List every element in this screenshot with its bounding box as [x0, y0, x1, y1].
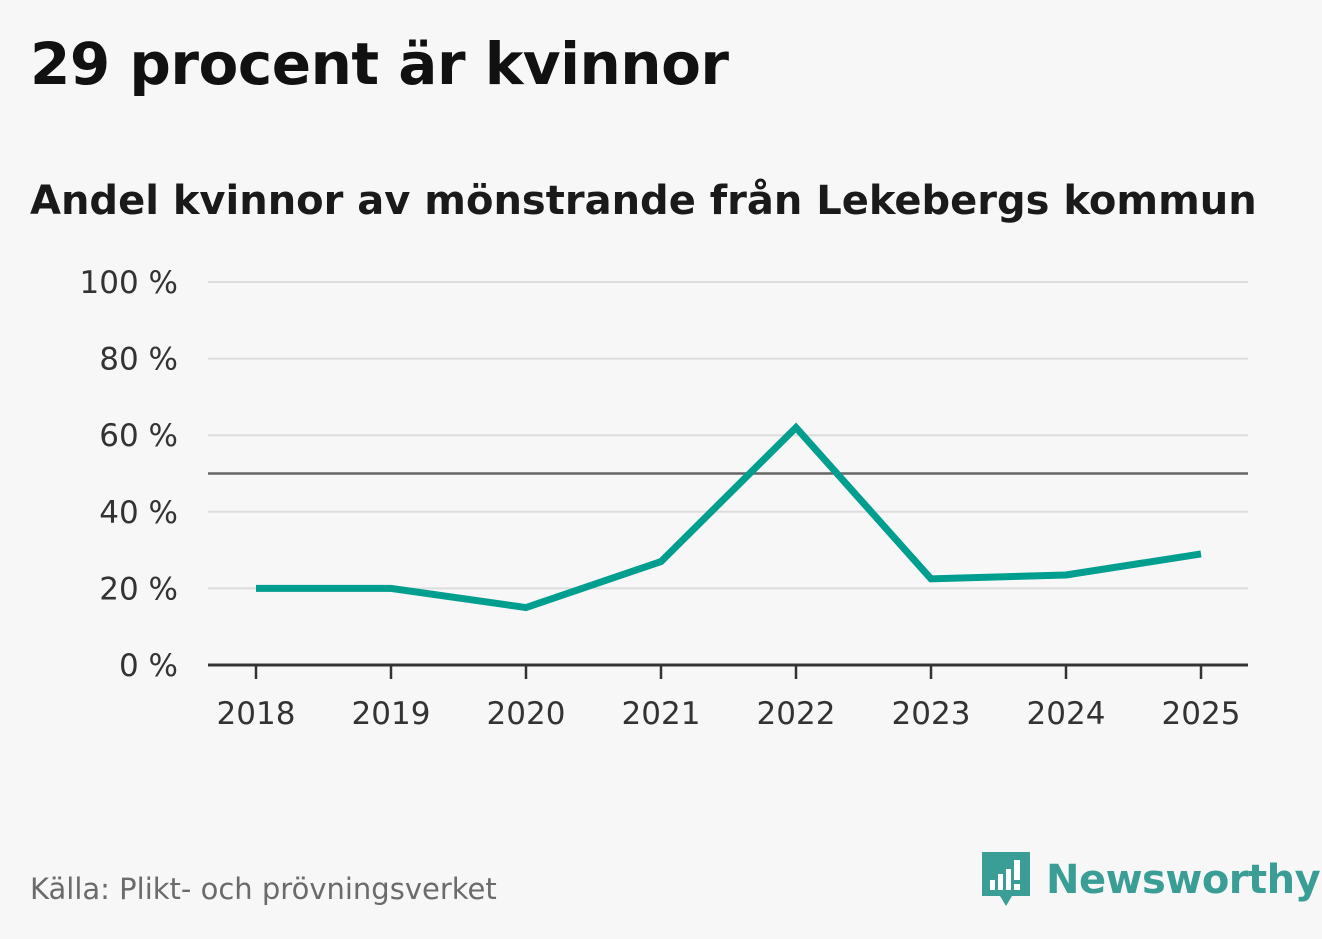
x-tick-label: 2022 — [757, 696, 836, 732]
series-line — [256, 422, 1202, 612]
x-tick-label: 2025 — [1162, 696, 1241, 732]
x-tick-label: 2021 — [622, 696, 701, 732]
y-tick-label: 100 % — [80, 265, 178, 301]
x-axis-ticks: 2018 2019 2020 2021 2022 2023 2024 2025 — [217, 665, 1241, 732]
source-note: Källa: Plikt- och prövningsverket — [30, 872, 497, 906]
x-tick-label: 2018 — [217, 696, 296, 732]
grid-lines — [208, 281, 1248, 590]
x-tick-label: 2023 — [892, 696, 971, 732]
y-tick-label: 60 % — [99, 418, 178, 454]
brand-name: Newsworthy — [1046, 857, 1321, 903]
y-tick-label: 40 % — [99, 495, 178, 531]
y-tick-label: 20 % — [99, 571, 178, 607]
line-chart: 0 % 20 % 40 % 60 % 80 % 100 % 2018 2019 2020 202… — [80, 265, 1248, 732]
x-tick-label: 2024 — [1027, 696, 1106, 732]
y-tick-label: 80 % — [99, 342, 178, 378]
series-layer — [255, 422, 1202, 612]
x-tick-label: 2019 — [352, 696, 431, 732]
newsworthy-logo-icon — [982, 852, 1030, 906]
x-tick-label: 2020 — [487, 696, 566, 732]
chart-subtitle: Andel kvinnor av mönstrande från Lekeber… — [30, 178, 1257, 224]
brand-logo: Newsworthy — [980, 850, 1321, 910]
y-tick-label: 0 % — [119, 648, 178, 684]
y-axis-ticks: 0 % 20 % 40 % 60 % 80 % 100 % — [80, 265, 178, 684]
chart-title: 29 procent är kvinnor — [30, 30, 729, 98]
